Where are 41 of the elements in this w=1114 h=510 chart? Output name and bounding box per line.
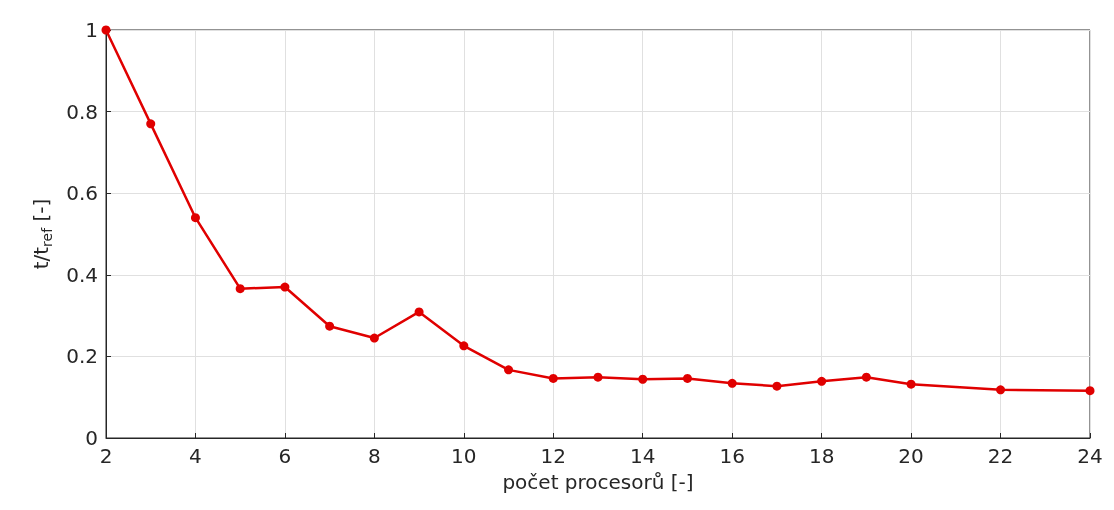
point — [727, 378, 737, 388]
x-tick-label: 14 — [630, 444, 656, 468]
x-tick-label: 6 — [278, 444, 292, 468]
x-tick-label: 22 — [987, 444, 1014, 468]
point — [414, 307, 424, 317]
point — [504, 365, 514, 375]
point — [280, 282, 290, 292]
y-tick-label: 0.8 — [66, 99, 98, 124]
point — [190, 213, 200, 223]
point — [146, 119, 156, 129]
x-tick-label: 4 — [189, 444, 202, 468]
x-axis-title: počet procesorů [-] — [502, 470, 694, 494]
y-tick-label: 0.6 — [66, 181, 98, 206]
y-axis-title: t/tref [-] — [29, 198, 55, 270]
point — [638, 374, 648, 384]
point — [682, 373, 692, 383]
point — [548, 373, 558, 383]
x-tick-label: 18 — [808, 444, 835, 468]
point — [1085, 386, 1095, 396]
x-tick-label: 20 — [898, 444, 924, 468]
x-tick-label: 8 — [368, 444, 381, 468]
point — [459, 341, 469, 351]
y-tick-label: 0.4 — [66, 262, 98, 287]
point — [817, 376, 827, 386]
point — [772, 381, 782, 391]
point — [906, 379, 916, 389]
point — [101, 25, 111, 35]
y-tick-label: 0 — [85, 426, 98, 450]
point — [325, 321, 335, 331]
x-tick-label: 2 — [99, 444, 113, 468]
x-tick-label: 16 — [719, 444, 745, 468]
point — [235, 284, 245, 294]
point — [861, 372, 871, 382]
y-tick-label: 1 — [85, 18, 98, 42]
x-tick-label: 12 — [540, 444, 566, 468]
x-tick-label: 24 — [1077, 444, 1103, 468]
y-tick-label: 0.2 — [66, 344, 98, 369]
point — [369, 333, 379, 343]
point — [996, 385, 1006, 395]
point — [593, 372, 603, 382]
x-tick-label: 10 — [451, 444, 477, 468]
